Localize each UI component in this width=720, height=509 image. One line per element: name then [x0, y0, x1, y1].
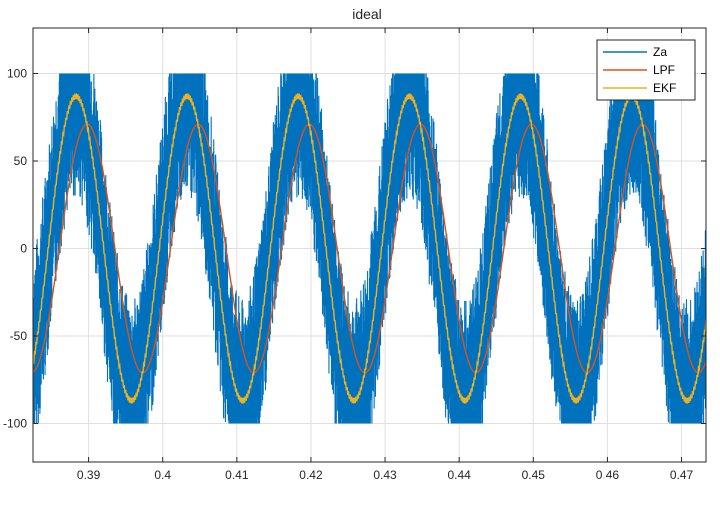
legend-label-ekf: EKF — [653, 81, 676, 95]
x-tick-label-1: 0.4 — [154, 468, 171, 482]
x-tick-label-5: 0.44 — [448, 468, 472, 482]
legend: Za LPF EKF — [596, 39, 696, 101]
x-tick-label-2: 0.41 — [225, 468, 249, 482]
legend-label-lpf: LPF — [653, 63, 675, 77]
chart-title: ideal — [352, 6, 382, 22]
watermark-text: 知乎 @neil motor — [559, 474, 703, 494]
y-tick-label-1: 50 — [14, 154, 28, 168]
y-tick-label-3: -50 — [10, 329, 28, 343]
x-axis-ticks: 0.39 0.4 0.41 0.42 0.43 0.44 0.45 0.46 0.47 — [77, 28, 694, 482]
plot-frame — [32, 27, 707, 463]
y-tick-label-4: -100 — [3, 417, 27, 431]
series-layer — [33, 73, 706, 424]
legend-label-za: Za — [653, 45, 667, 59]
x-tick-label-4: 0.43 — [373, 468, 397, 482]
x-tick-label-3: 0.42 — [299, 468, 323, 482]
x-tick-label-0: 0.39 — [77, 468, 101, 482]
y-tick-label-0: 100 — [7, 67, 27, 81]
series-line-za — [33, 73, 706, 424]
x-tick-label-7: 0.46 — [596, 468, 620, 482]
series-line-lpf — [33, 123, 706, 374]
x-tick-label-6: 0.45 — [522, 468, 546, 482]
y-tick-label-2: 0 — [20, 242, 27, 256]
y-axis-ticks: 100 50 0 -50 -100 — [3, 67, 706, 431]
series-line-ekf — [33, 93, 706, 404]
x-tick-label-8: 0.47 — [670, 468, 694, 482]
